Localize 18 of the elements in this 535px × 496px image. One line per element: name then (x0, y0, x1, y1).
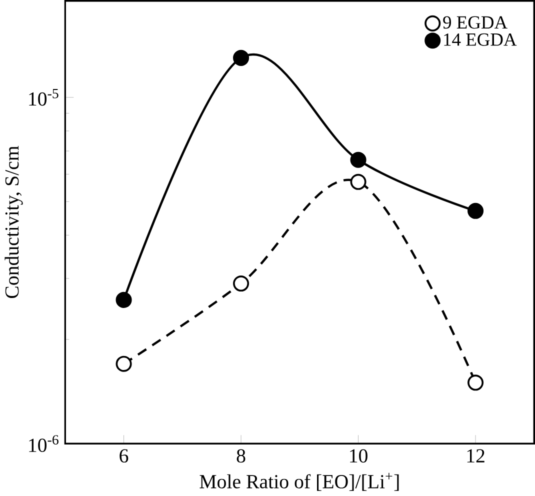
point (233, 276, 250, 292)
point (468, 374, 484, 391)
x-axis-title: Mole Ratio of [EO]/[Li$^{+}$] (200, 473, 399, 492)
x-tick-label: 6 (120, 449, 128, 463)
y-axis-title: Conductivity, S/cm (4, 146, 23, 298)
y-tick-label: 10$^{-6}$ (29, 435, 58, 452)
legend-label: 9 EGDA (443, 16, 508, 29)
point (468, 203, 484, 220)
y-tick-label: 10$^{-5}$ (29, 89, 58, 106)
point (116, 292, 132, 308)
x-tick-label: 10 (350, 449, 368, 463)
point (350, 152, 366, 168)
x-tick-label: 8 (236, 449, 246, 463)
legend-label: 14 EGDA (444, 34, 517, 46)
x-tick-label: 12 (467, 449, 484, 463)
point (116, 356, 132, 372)
point (350, 174, 366, 190)
point (233, 50, 250, 66)
